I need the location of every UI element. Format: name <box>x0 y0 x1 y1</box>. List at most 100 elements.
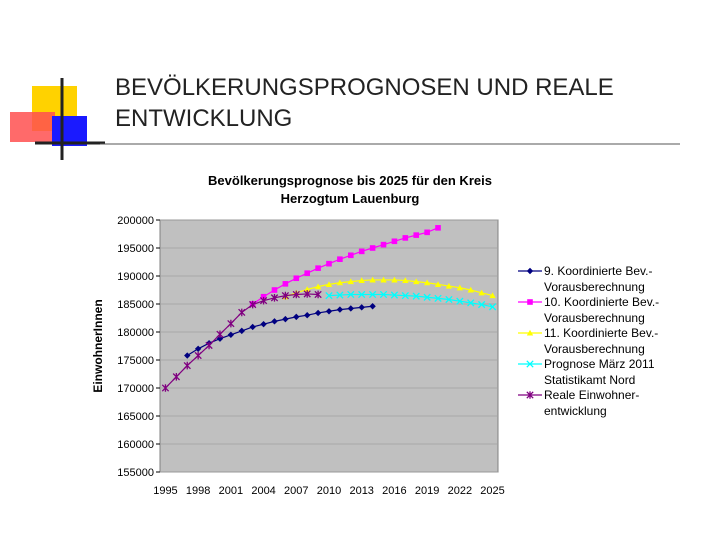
marker <box>304 270 310 276</box>
x-tick-label: 2025 <box>480 485 504 497</box>
marker <box>401 291 409 300</box>
marker <box>467 299 475 307</box>
marker <box>292 290 300 299</box>
marker <box>315 265 321 271</box>
marker <box>227 331 235 338</box>
marker <box>413 278 420 285</box>
y-tick-label: 160000 <box>117 439 154 451</box>
y-tick-label: 170000 <box>117 383 154 395</box>
marker <box>435 225 441 231</box>
marker <box>445 282 453 289</box>
marker <box>358 304 365 311</box>
chart-title: Bevölkerungsprognose bis 2025 für den Kr… <box>208 173 492 206</box>
marker <box>270 294 279 302</box>
marker <box>293 275 300 282</box>
legend-label: Reale Einwohner-entwicklung <box>544 388 640 418</box>
marker <box>194 345 202 352</box>
marker <box>260 293 267 300</box>
legend-item: 10. Koordinierte Bev.-Vorausberechnung <box>516 295 686 326</box>
plot-area <box>159 219 499 473</box>
marker <box>369 276 376 283</box>
marker <box>161 384 170 392</box>
marker <box>282 315 289 323</box>
marker <box>216 330 224 339</box>
marker <box>434 294 442 303</box>
marker <box>445 295 453 304</box>
marker <box>489 292 496 299</box>
marker <box>380 241 387 248</box>
marker <box>326 260 332 267</box>
marker <box>325 291 333 300</box>
marker <box>412 292 420 300</box>
marker <box>456 297 464 305</box>
marker <box>391 238 398 245</box>
marker <box>314 309 322 317</box>
marker <box>402 235 409 241</box>
marker <box>402 277 409 284</box>
marker <box>423 293 431 301</box>
chart: EinwohnerInnen 155000 160000 165000 170000 1… <box>91 215 505 497</box>
marker <box>216 335 224 342</box>
marker <box>527 299 533 305</box>
legend-item: 11. Koordinierte Bev.-Vorausberechnung <box>516 326 686 357</box>
y-tick-label: 200000 <box>117 215 154 227</box>
marker <box>379 290 388 299</box>
x-tick-label: 2007 <box>284 485 308 497</box>
marker <box>390 291 399 299</box>
marker <box>205 341 213 350</box>
marker <box>238 308 246 317</box>
marker <box>347 305 355 312</box>
legend-swatch <box>518 299 542 305</box>
series-line <box>285 279 493 298</box>
x-tick-label: 2004 <box>251 485 275 497</box>
marker <box>314 290 322 299</box>
marker <box>368 290 377 299</box>
x-tick-label: 2013 <box>349 485 373 497</box>
legend-swatch <box>518 329 542 336</box>
marker <box>358 277 365 284</box>
marker <box>526 360 534 368</box>
marker <box>369 245 376 251</box>
marker <box>271 287 278 293</box>
marker <box>238 327 245 335</box>
y-tick-label: 165000 <box>117 411 154 423</box>
marker <box>467 286 474 293</box>
legend-swatch <box>518 267 542 275</box>
series-line <box>328 293 493 308</box>
marker <box>325 281 333 287</box>
marker <box>249 300 257 309</box>
marker <box>194 351 202 360</box>
marker <box>336 279 344 286</box>
marker <box>303 286 311 292</box>
x-tick-label: 2010 <box>317 485 341 497</box>
marker <box>391 276 398 283</box>
x-tick-label: 2022 <box>448 485 472 497</box>
marker <box>347 278 355 285</box>
marker <box>259 296 268 305</box>
legend-swatch <box>518 360 542 368</box>
marker <box>380 276 387 283</box>
marker <box>184 352 191 359</box>
marker <box>358 290 366 299</box>
marker <box>260 320 267 328</box>
legend-label: 11. Koordinierte Bev.-Vorausberechnung <box>544 326 659 356</box>
marker <box>456 284 464 291</box>
deco-square <box>10 112 55 142</box>
marker <box>314 283 322 290</box>
y-tick-label: 190000 <box>117 271 154 283</box>
slide-title: BEVÖLKERUNGSPROGNOSEN UND REALE ENTWICKL… <box>115 74 614 132</box>
marker <box>348 252 354 259</box>
x-tick-label: 2016 <box>382 485 406 497</box>
legend-label: 9. Koordinierte Bev.-Vorausberechnung <box>544 264 653 294</box>
marker <box>477 300 486 309</box>
marker <box>488 303 497 311</box>
marker <box>424 229 430 236</box>
x-tick-label: 2001 <box>219 485 243 497</box>
y-tick-label: 175000 <box>117 355 154 367</box>
y-tick-label: 180000 <box>117 327 154 339</box>
marker <box>336 306 344 313</box>
legend-label: Prognose März 2011 Statistikamt Nord <box>544 357 655 387</box>
marker <box>526 267 534 275</box>
